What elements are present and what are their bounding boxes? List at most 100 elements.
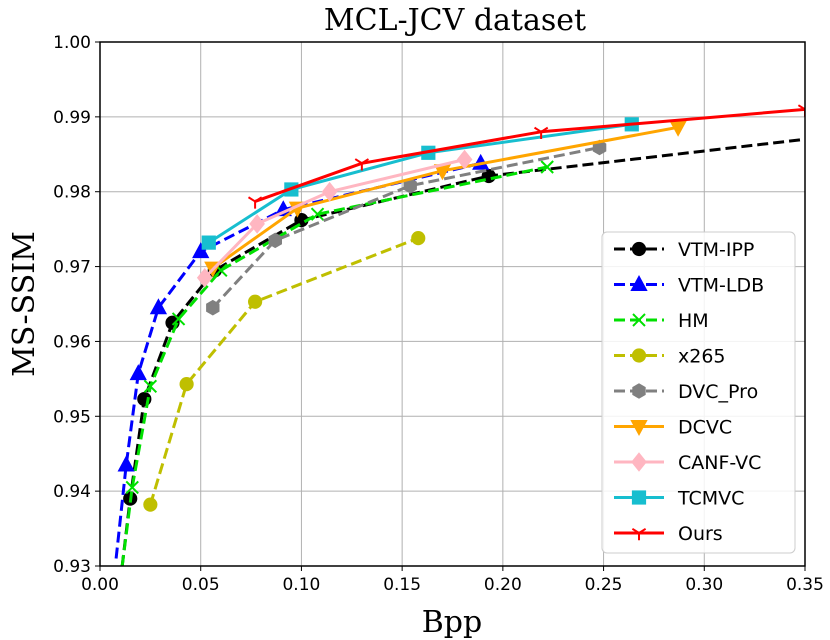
data-point bbox=[310, 207, 325, 221]
legend-label: x265 bbox=[678, 346, 726, 368]
diamond-marker bbox=[321, 181, 338, 202]
x-tick-label: 0.10 bbox=[282, 575, 320, 595]
data-point bbox=[171, 312, 186, 326]
legend-entry: VTM-LDB bbox=[614, 275, 764, 297]
series-x265 bbox=[143, 231, 426, 512]
legend-label: VTM-LDB bbox=[678, 275, 764, 297]
circle-marker bbox=[248, 294, 263, 309]
x-tick-label: 0.00 bbox=[81, 575, 119, 595]
diamond-marker bbox=[196, 267, 213, 288]
data-point bbox=[206, 299, 220, 316]
x-tick-label: 0.05 bbox=[182, 575, 220, 595]
y-tick-label: 0.94 bbox=[53, 482, 91, 502]
data-point bbox=[201, 235, 216, 250]
data-point bbox=[797, 104, 805, 117]
tri-down-marker bbox=[533, 126, 549, 140]
y-tick-label: 0.93 bbox=[53, 557, 91, 577]
triangle-up-marker bbox=[192, 242, 210, 259]
tri-down-marker bbox=[247, 196, 263, 209]
legend-label: TCMVC bbox=[677, 488, 744, 510]
series-line bbox=[148, 236, 419, 506]
tick-layer: 0.00 0.05 0.10 0.15 0.20 0.25 0.30 0.35 0.93 0.94… bbox=[53, 33, 824, 595]
data-point bbox=[196, 267, 213, 288]
series-hm bbox=[120, 160, 554, 566]
legend-label: HM bbox=[678, 310, 709, 332]
plot-frame bbox=[99, 41, 806, 567]
y-tick-label: 0.96 bbox=[53, 332, 91, 352]
legend: VTM-IPP VTM-LDB HM x265 DVC_Pro DCVC CANF-VC TC… bbox=[601, 231, 796, 554]
x-marker bbox=[125, 480, 139, 495]
x-tick-label: 0.25 bbox=[585, 575, 623, 595]
data-point bbox=[540, 160, 554, 174]
series-canf-vc bbox=[196, 149, 473, 288]
data-point bbox=[456, 149, 473, 170]
series-line bbox=[120, 165, 548, 566]
data-point bbox=[125, 480, 139, 495]
x-tick-label: 0.20 bbox=[484, 575, 522, 595]
legend-entry: VTM-IPP bbox=[614, 239, 754, 261]
legend-entry: HM bbox=[614, 310, 709, 332]
data-point bbox=[248, 294, 263, 309]
data-point bbox=[533, 126, 549, 140]
diamond-marker bbox=[249, 214, 265, 234]
tri-down-marker bbox=[354, 158, 369, 171]
data-point bbox=[249, 214, 265, 234]
data-point bbox=[411, 231, 426, 246]
data-point bbox=[143, 497, 158, 512]
chart-title: MCL-JCV dataset bbox=[324, 3, 586, 38]
series-dvc-pro bbox=[206, 139, 607, 316]
legend-entry: x265 bbox=[614, 346, 726, 368]
triangle-up-marker bbox=[630, 275, 648, 291]
legend-entry: CANF-VC bbox=[614, 452, 761, 474]
legend-entry: TCMVC bbox=[614, 488, 744, 510]
diamond-marker bbox=[456, 149, 473, 170]
data-point bbox=[321, 181, 338, 202]
legend-label: DCVC bbox=[678, 417, 732, 439]
series-line bbox=[211, 146, 600, 309]
data-point bbox=[149, 298, 168, 315]
series-line bbox=[207, 122, 633, 244]
circle-marker bbox=[631, 348, 647, 363]
data-point bbox=[143, 379, 158, 394]
legend-label: Ours bbox=[678, 523, 723, 545]
y-axis-label: MS-SSIM bbox=[7, 231, 42, 377]
triangle-down-marker bbox=[630, 420, 648, 436]
series-line bbox=[254, 107, 805, 203]
legend-label: DVC_Pro bbox=[678, 381, 758, 403]
circle-marker bbox=[143, 497, 158, 512]
x-marker bbox=[632, 313, 646, 327]
x-tick-label: 0.35 bbox=[786, 575, 824, 595]
y-tick-label: 1.00 bbox=[53, 33, 91, 53]
circle-marker bbox=[631, 241, 647, 257]
series-ours bbox=[247, 104, 805, 209]
square-marker bbox=[631, 490, 647, 505]
circle-marker bbox=[411, 231, 426, 246]
data-point bbox=[179, 376, 194, 392]
triangle-up-marker bbox=[117, 455, 135, 472]
hexagon-marker bbox=[632, 383, 646, 399]
x-tick-label: 0.30 bbox=[685, 575, 723, 595]
tri-down-marker bbox=[797, 104, 805, 117]
legend-entry: DVC_Pro bbox=[614, 381, 758, 403]
legend-label: VTM-IPP bbox=[678, 239, 754, 261]
legend-entry: DCVC bbox=[614, 417, 732, 439]
y-tick-label: 0.95 bbox=[53, 407, 91, 427]
square-marker bbox=[201, 235, 216, 250]
diamond-marker bbox=[631, 452, 647, 472]
triangle-up-marker bbox=[129, 364, 147, 381]
data-point bbox=[354, 158, 369, 171]
data-point bbox=[129, 364, 147, 381]
hexagon-marker bbox=[268, 232, 282, 249]
x-axis-label: Bpp bbox=[422, 605, 482, 640]
data-point bbox=[117, 455, 135, 472]
legend-entry: Ours bbox=[614, 523, 723, 545]
y-tick-label: 0.98 bbox=[53, 183, 91, 203]
series-line bbox=[203, 158, 465, 279]
x-marker bbox=[143, 379, 158, 394]
circle-marker bbox=[179, 376, 194, 392]
y-tick-label: 0.99 bbox=[53, 108, 91, 128]
data-point bbox=[268, 232, 282, 249]
y-tick-label: 0.97 bbox=[53, 258, 91, 278]
triangle-up-marker bbox=[149, 298, 168, 315]
